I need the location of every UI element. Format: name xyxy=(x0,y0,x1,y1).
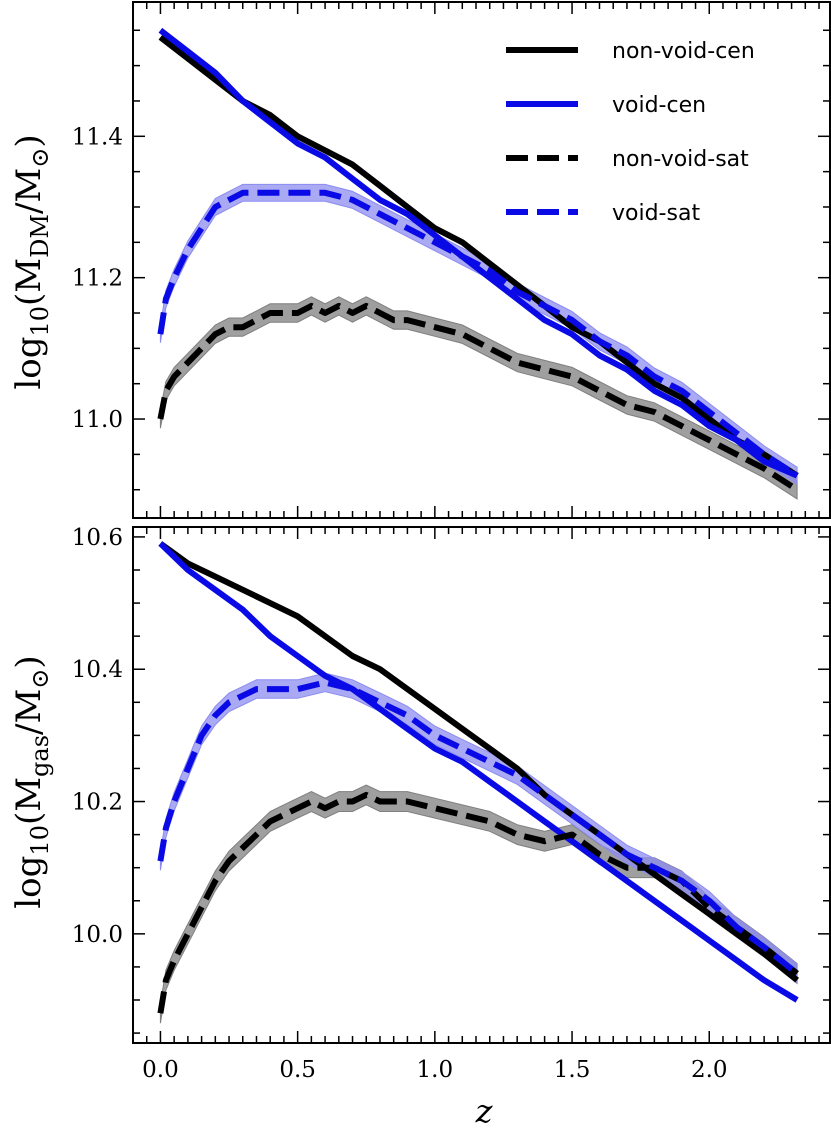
x-tick-label: 0.5 xyxy=(279,1057,316,1083)
x-tick-label: 1.0 xyxy=(417,1057,454,1083)
series-line-non-void-sat xyxy=(157,302,799,493)
x-tick-label: 2.0 xyxy=(691,1057,728,1083)
top-ylabel: log10(MDM/M⊙) xyxy=(9,134,54,389)
x-axis-title: z xyxy=(475,1092,494,1130)
y-tick-label: 10.0 xyxy=(72,922,123,948)
bottom-panel-gas: 10.0 10.2 10.4 10.6 0.0 0.5 1.0 1.5 2.0 xyxy=(72,525,831,1083)
series-line-non-void-sat xyxy=(157,791,799,1014)
series-line-void-cen xyxy=(158,541,799,1003)
series-line-void-sat xyxy=(157,189,799,479)
x-tick-label: 1.5 xyxy=(554,1057,591,1083)
series-line-non-void-cen xyxy=(158,541,799,983)
top-panel-dark-matter: 11.0 11.2 11.4 xyxy=(72,1,831,519)
series-band-void-sat xyxy=(159,183,798,486)
plot-frame xyxy=(132,526,831,1044)
bottom-ylabel: log10(Mgas/M⊙) xyxy=(9,655,54,908)
y-tick-label: 10.2 xyxy=(72,790,123,816)
legend-label-void-cen: void-cen xyxy=(612,93,706,118)
x-tick-label: 0.0 xyxy=(142,1057,179,1083)
y-tick-label: 11.4 xyxy=(72,124,123,150)
series-line-void-cen xyxy=(158,27,799,479)
series-line-void-sat xyxy=(157,679,799,976)
series-band-non-void-sat xyxy=(159,784,798,1024)
legend-label-non-void-cen: non-void-cen xyxy=(612,39,755,64)
legend-label-non-void-sat: non-void-sat xyxy=(612,147,749,172)
y-tick-label: 10.6 xyxy=(72,525,123,551)
series-band-non-void-sat xyxy=(159,296,798,500)
series-line-non-void-cen xyxy=(158,34,799,479)
legend: non-void-cen void-cen non-void-sat void-… xyxy=(506,39,755,226)
y-tick-label: 11.2 xyxy=(72,266,123,292)
legend-label-void-sat: void-sat xyxy=(612,201,700,226)
y-tick-label: 10.4 xyxy=(72,657,123,683)
y-tick-label: 11.0 xyxy=(72,407,123,433)
plot-frame xyxy=(132,1,831,519)
